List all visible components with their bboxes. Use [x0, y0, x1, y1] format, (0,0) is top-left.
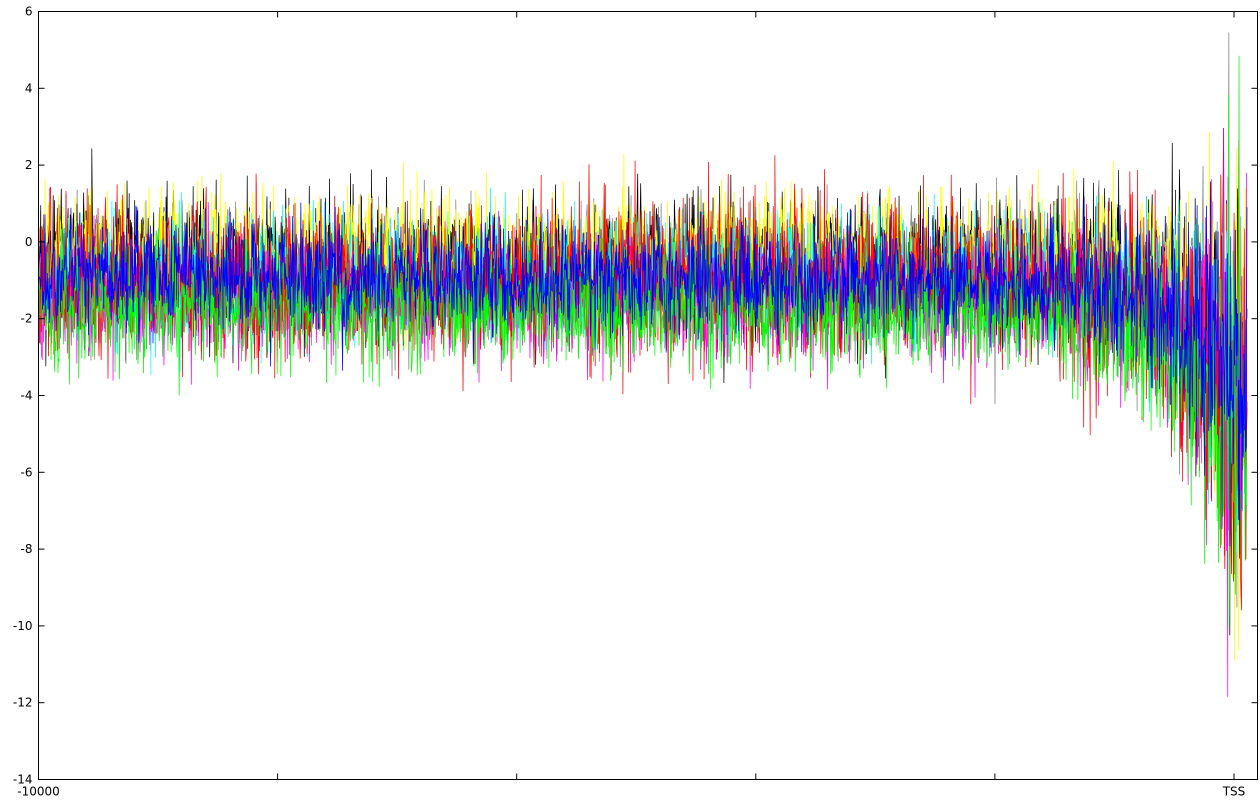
- y-tick-label: 0: [25, 235, 33, 249]
- y-tick-label: 2: [25, 158, 33, 172]
- x-tick-label: -10000: [17, 785, 60, 799]
- series-line-1: [37, 127, 1248, 636]
- y-tick-label: -8: [21, 542, 33, 556]
- y-tick-label: -12: [13, 696, 33, 710]
- series-line-2: [38, 131, 1248, 661]
- y-tick-label: -6: [21, 465, 33, 479]
- axes: -14 -12 -10 -8 -6 -4 -2 0 2 4 6 -10000 TSS: [13, 5, 1258, 799]
- series-line-7: [38, 196, 1248, 547]
- x-tick-label: TSS: [1222, 785, 1246, 799]
- y-tick-label: -2: [21, 312, 33, 326]
- y-tick-label: 6: [25, 5, 33, 19]
- y-tick-label: 4: [25, 81, 33, 95]
- y-tick-label: -4: [21, 389, 33, 403]
- plot-lines: [37, 32, 1248, 697]
- y-tick-label: -14: [13, 773, 33, 787]
- series-line-6: [38, 55, 1248, 628]
- y-tick-label: -10: [13, 619, 33, 633]
- plot-frame: [38, 11, 1258, 780]
